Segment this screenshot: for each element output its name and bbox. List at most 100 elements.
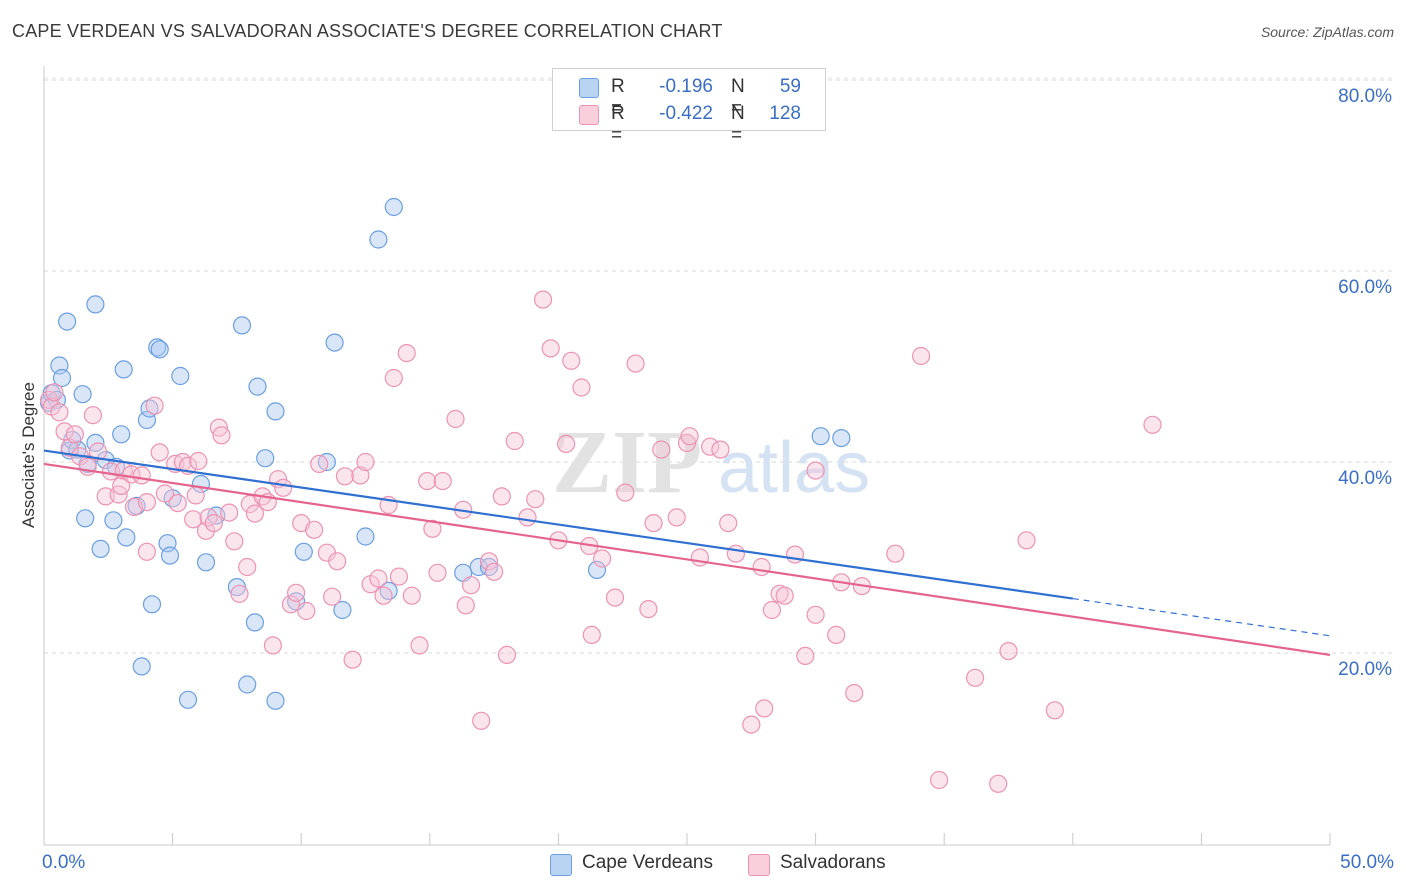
cape-verdean-point	[148, 338, 167, 357]
cape-verdean-point	[587, 560, 607, 580]
salvadoran-point	[155, 484, 174, 503]
x-tick-label-max: 50.0%	[1340, 852, 1394, 873]
salvadoran-point	[965, 668, 985, 687]
r-label: R =	[611, 103, 625, 146]
salvadoran-point	[230, 584, 249, 603]
cape-verdean-point	[196, 553, 216, 572]
salvadoran-point	[199, 508, 218, 527]
y-tick-label-60: 60.0%	[1338, 277, 1392, 298]
cape-verdean-point	[52, 368, 72, 388]
salvadoran-point	[83, 406, 103, 425]
salvadoran-point	[220, 503, 239, 522]
salvadoran-point	[518, 508, 537, 527]
salvadoran-point	[137, 493, 156, 512]
salvadoran-point	[479, 552, 499, 571]
cape-verdean-point	[384, 197, 403, 217]
salvadoran-point	[310, 454, 329, 473]
salvadoran-point	[410, 636, 429, 655]
salvadoran-point	[711, 440, 730, 459]
salvadoran-point	[806, 461, 825, 480]
y-axis-title: Associate's Degree	[19, 382, 38, 528]
cape-verdean-point	[140, 399, 159, 418]
salvadoran-point	[806, 605, 825, 624]
salvadoran-point	[726, 544, 746, 563]
cape-verdean-point	[256, 449, 275, 468]
cape-verdean-point	[86, 295, 105, 314]
salvadoran-point	[497, 645, 517, 665]
salvadoran-point	[526, 490, 545, 509]
salvadoran-point	[245, 504, 264, 523]
salvadoran-point	[472, 711, 491, 730]
salvadoran-point	[137, 542, 156, 561]
salvadoran-point	[351, 466, 370, 485]
salvadoran-point	[626, 354, 645, 373]
salvadoran-point	[999, 641, 1018, 661]
salvadoran-point	[88, 442, 108, 461]
legend-label: Cape Verdeans	[582, 852, 713, 873]
salvadoran-point	[389, 567, 408, 586]
r-value: -0.196	[659, 76, 713, 97]
salvadoran-point	[644, 513, 663, 533]
stats-legend: R = -0.196 N = 59 R = -0.422 N = 128	[552, 68, 826, 146]
salvadoran-point	[428, 563, 447, 582]
salvadoran-point	[1017, 531, 1036, 550]
cape-verdean-point	[132, 657, 151, 676]
cape-verdean-point	[178, 690, 198, 709]
salvadoran-point	[297, 601, 316, 621]
r-value: -0.422	[659, 103, 713, 124]
cape-verdean-point	[266, 402, 285, 421]
salvadoran-point	[582, 625, 601, 645]
cape-verdean-point	[248, 377, 267, 396]
salvadoran-point	[1143, 415, 1162, 434]
cape-verdean-trend-extension	[1072, 597, 1331, 637]
salvadorans-legend-swatch	[748, 854, 770, 876]
salvadoran-point	[492, 487, 511, 506]
cape-verdean-point	[137, 410, 156, 430]
cape-verdean-point	[333, 600, 352, 620]
salvadoran-point	[55, 422, 74, 441]
salvadoran-point	[592, 549, 612, 568]
n-label: N =	[731, 103, 745, 146]
salvadoran-point	[533, 290, 553, 309]
cape-verdean-point	[266, 691, 285, 710]
salvadoran-point	[287, 583, 306, 602]
salvadoran-point	[281, 595, 300, 614]
axes	[43, 66, 1331, 846]
cape-verdean-point	[117, 528, 136, 547]
salvadoran-point	[700, 437, 720, 456]
salvadoran-point	[827, 625, 846, 645]
salvadoran-point	[762, 600, 782, 620]
salvadoran-point	[369, 569, 388, 588]
cape-verdean-point	[171, 366, 190, 386]
salvadoran-point	[418, 472, 437, 491]
salvadoran-trend-line	[43, 462, 1331, 656]
salvadoran-point	[112, 476, 131, 495]
cape-verdean-point	[369, 230, 388, 249]
salvadoran-point	[184, 510, 203, 529]
cape-verdean-point	[114, 360, 133, 379]
n-value: 128	[769, 103, 801, 124]
salvadoran-point	[796, 646, 815, 666]
cape-verdeans-swatch	[579, 78, 599, 98]
chart-source: Source: ZipAtlas.com	[1260, 24, 1394, 40]
salvadoran-point	[541, 339, 560, 358]
salvadoran-point	[755, 699, 774, 718]
salvadoran-point	[168, 494, 187, 513]
salvadoran-point	[145, 396, 164, 415]
salvadoran-point	[572, 378, 591, 397]
x-tick-label-min: 0.0%	[42, 852, 86, 873]
salvadoran-point	[328, 552, 347, 571]
salvadoran-point	[78, 457, 97, 476]
cape-verdean-point	[112, 425, 131, 444]
cape-verdean-point	[232, 316, 252, 335]
r-label: R =	[611, 76, 625, 119]
salvadoran-point	[989, 774, 1008, 793]
cape-verdean-trend-line	[43, 449, 1073, 600]
cape-verdean-point	[160, 546, 180, 565]
salvadoran-point	[929, 770, 949, 790]
salvadoran-point	[605, 588, 625, 607]
salvadoran-point	[886, 544, 905, 563]
salvadoran-point	[45, 383, 64, 402]
salvadoran-point	[719, 513, 738, 533]
